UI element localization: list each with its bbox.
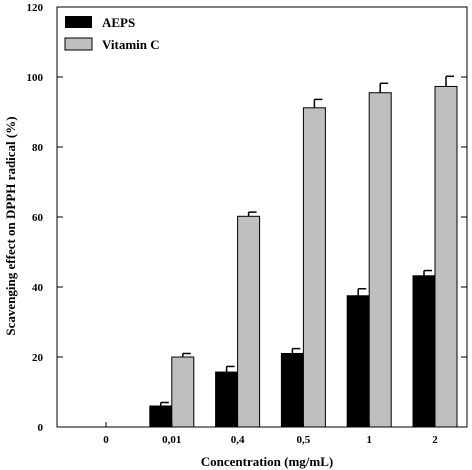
x-tick-label: 2: [432, 434, 438, 446]
bar-vitamin-c: [171, 356, 195, 428]
y-axis-label: Scavenging effect on DPPH radical (%): [3, 116, 18, 335]
y-tick-label: 120: [27, 2, 44, 14]
bar-vitamin-c: [302, 107, 326, 428]
bar-aeps: [346, 295, 370, 428]
bar-aeps: [149, 405, 173, 428]
y-tick-label: 40: [32, 282, 44, 294]
bars: [149, 75, 458, 428]
y-tick-label: 0: [38, 422, 44, 434]
x-axis-label: Concentration (mg/mL): [201, 454, 334, 469]
legend-label-aeps: AEPS: [102, 15, 135, 30]
legend-label-vitamin-c: Vitamin C: [102, 37, 160, 52]
plot-area: [56, 6, 468, 428]
x-tick-label: 0,5: [297, 434, 311, 446]
y-axis: 0 20 40 60 80 100 120: [27, 2, 467, 434]
x-tick-label: 0,01: [162, 434, 181, 446]
x-tick-label: 0,4: [231, 434, 245, 446]
y-tick-label: 80: [32, 142, 44, 154]
legend: AEPS Vitamin C: [64, 15, 160, 52]
x-tick-label: 0: [103, 434, 109, 446]
y-tick-label: 20: [32, 352, 44, 364]
y-tick-label: 60: [32, 212, 44, 224]
plot-frame: [56, 6, 468, 428]
legend-swatch-vitamin-c: [64, 37, 93, 51]
y-tick-label: 100: [27, 72, 44, 84]
x-tick-label: 1: [366, 434, 372, 446]
legend-swatch-aeps: [65, 16, 92, 28]
bar-vitamin-c: [368, 92, 392, 428]
x-axis: 0 0,01 0,4 0,5 1 2: [103, 422, 438, 446]
bar-aeps: [412, 275, 436, 428]
bar-vitamin-c: [434, 85, 458, 428]
bar-aeps: [280, 353, 304, 428]
bar-vitamin-c: [237, 215, 261, 428]
bar-aeps: [215, 371, 239, 428]
